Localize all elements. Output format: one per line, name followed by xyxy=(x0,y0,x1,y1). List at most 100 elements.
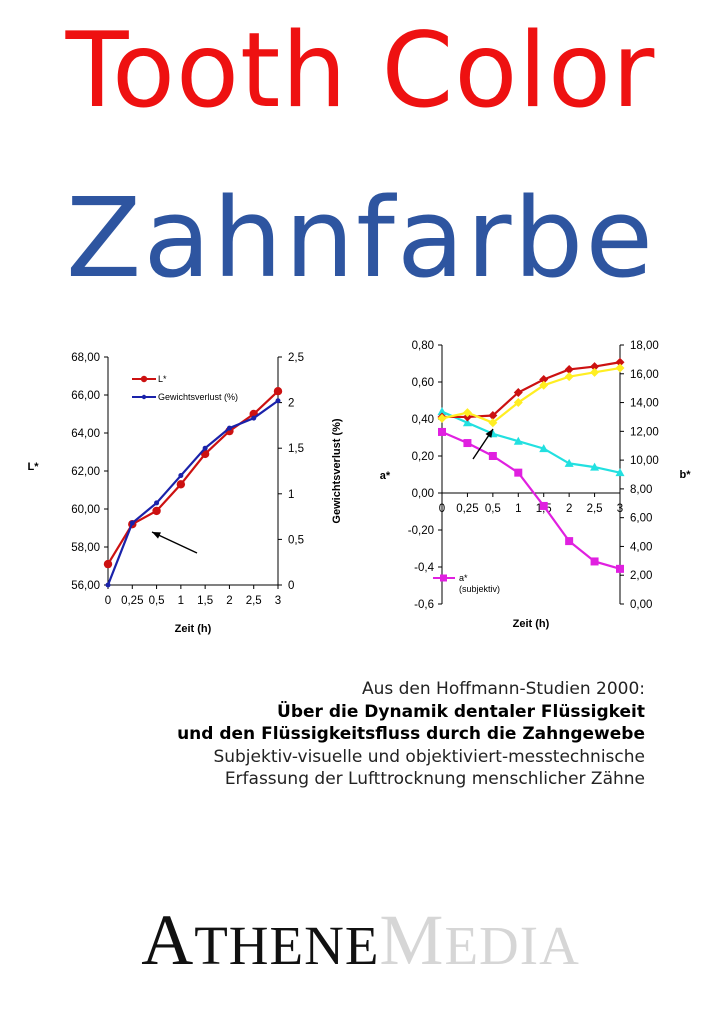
y2-tick-label: 18,00 xyxy=(630,340,659,352)
annotation-arrow-head xyxy=(485,429,493,438)
x-tick-label: 0,25 xyxy=(121,595,143,607)
data-point xyxy=(176,480,186,489)
series-line-2 xyxy=(441,410,621,474)
data-point xyxy=(513,436,523,445)
y2-tick-label: 2 xyxy=(288,398,294,410)
description-title-line2: und den Flüssigkeitsfluss durch die Zahn… xyxy=(177,724,645,744)
y2-tick-label: 4,00 xyxy=(630,541,652,553)
data-point xyxy=(539,375,549,385)
y-tick-label: -0,4 xyxy=(414,562,434,574)
data-point xyxy=(590,462,600,471)
data-point xyxy=(590,367,600,377)
x-tick-label: 2,5 xyxy=(587,503,603,515)
data-point xyxy=(226,425,232,431)
y-tick-label: 56,00 xyxy=(71,580,100,592)
data-point xyxy=(615,363,625,373)
chart-l-star-weight-loss: 56,00 58,00 60,00 62,00 64,00 66,00 68,00 0 0,5 1… xyxy=(28,352,344,635)
x-tick-label: 0 xyxy=(105,595,111,607)
series-line-1 xyxy=(107,390,279,565)
x-tick-label: 1,5 xyxy=(197,595,213,607)
data-point xyxy=(437,413,447,423)
data-point xyxy=(513,398,523,408)
data-point xyxy=(462,408,472,418)
y-tick-label: 64,00 xyxy=(71,428,100,440)
description-subtitle-line1: Subjektiv-visuelle und objektiviert-mess… xyxy=(213,746,645,767)
x-tick-label: 0,25 xyxy=(456,503,478,515)
x-tick-label: 2 xyxy=(226,595,232,607)
data-point xyxy=(564,372,574,382)
y-tick-label: 62,00 xyxy=(71,466,100,478)
y-axis-title: a* xyxy=(380,470,391,482)
y-tick-label: 0,80 xyxy=(412,340,434,352)
y-tick-label: 0,60 xyxy=(412,377,434,389)
publisher-logo: ATHENEMEDIA xyxy=(0,895,721,991)
y2-tick-label: 12,00 xyxy=(630,426,659,438)
legend-label-a-subjective-note: (subjektiv) xyxy=(459,584,500,594)
legend-marker-weight-loss xyxy=(141,394,147,400)
data-point xyxy=(590,557,599,566)
data-point xyxy=(251,415,257,421)
description-block: Aus den Hoffmann-Studien 2000: Über die … xyxy=(177,678,645,791)
y2-tick-label: 8,00 xyxy=(630,484,652,496)
y2-axis-title: b* xyxy=(680,469,692,481)
data-point xyxy=(103,559,113,569)
series-line-2 xyxy=(106,399,279,586)
x-tick-label: 3 xyxy=(275,595,281,607)
y-tick-label: 0,20 xyxy=(412,451,434,463)
data-point xyxy=(154,500,160,506)
data-point xyxy=(488,411,498,421)
y-tick-label: -0,6 xyxy=(414,599,434,611)
data-point xyxy=(615,468,625,477)
legend-marker-l-star xyxy=(140,375,148,383)
description-title-line1: Über die Dynamik dentaler Flüssigkeit xyxy=(277,701,645,722)
y-tick-label: 68,00 xyxy=(71,352,100,364)
data-point xyxy=(564,364,574,374)
x-tick-label: 0,5 xyxy=(485,503,501,515)
publisher-athene-initial: A xyxy=(141,900,195,980)
x-tick-label: 0 xyxy=(439,503,445,515)
y2-tick-label: 14,00 xyxy=(630,398,659,410)
data-point xyxy=(616,564,624,573)
data-point xyxy=(275,398,281,404)
legend-label-l-star: L* xyxy=(158,374,167,384)
publisher-athene-rest: THENE xyxy=(194,915,380,976)
y2-axis-title: Gewichtsverlust (%) xyxy=(331,418,343,523)
data-point xyxy=(590,362,600,372)
y-tick-label: 0,40 xyxy=(412,414,434,426)
chart-a-b-values: -0,6 -0,4 -0,20 0,00 0,20 0,40 0,60 0,80 0,00 2,0… xyxy=(380,340,692,630)
legend-label-a-subjective: a* xyxy=(459,573,468,583)
y-axis-title: L* xyxy=(28,461,40,473)
legend-marker-a-subjective xyxy=(440,574,447,582)
data-point xyxy=(152,506,161,516)
annotation-arrow-head xyxy=(152,532,161,539)
y-tick-label: 0,00 xyxy=(412,488,434,500)
series-line-4 xyxy=(441,366,621,424)
data-point xyxy=(178,473,184,479)
x-axis-title: Zeit (h) xyxy=(175,623,212,635)
series-line-1 xyxy=(441,430,621,570)
x-tick-label: 1 xyxy=(178,595,184,607)
y2-tick-label: 2,00 xyxy=(630,570,652,582)
data-point xyxy=(463,439,472,448)
y-tick-label: -0,20 xyxy=(408,525,434,537)
data-point xyxy=(539,380,549,390)
data-point xyxy=(615,357,625,367)
x-axis-title: Zeit (h) xyxy=(513,618,550,630)
x-tick-label: 0,5 xyxy=(149,595,165,607)
description-subtitle-line2: Erfassung der Lufttrocknung menschlicher… xyxy=(224,769,645,789)
x-tick-label: 1 xyxy=(515,503,521,515)
data-point xyxy=(202,445,208,451)
data-point xyxy=(513,387,523,397)
legend-label-weight-loss: Gewichtsverlust (%) xyxy=(158,392,238,402)
y2-tick-label: 6,00 xyxy=(630,513,652,525)
publisher-media-initial: M xyxy=(379,900,445,980)
y2-tick-label: 16,00 xyxy=(630,369,659,381)
y-tick-label: 66,00 xyxy=(71,390,100,402)
y-tick-label: 58,00 xyxy=(71,542,100,554)
y2-tick-label: 1,5 xyxy=(288,443,304,455)
y2-tick-label: 0 xyxy=(288,580,294,592)
description-source: Aus den Hoffmann-Studien 2000: xyxy=(361,679,645,699)
data-point xyxy=(438,427,446,436)
publisher-media-rest: EDIA xyxy=(444,915,580,976)
y2-tick-label: 0,5 xyxy=(288,534,304,546)
